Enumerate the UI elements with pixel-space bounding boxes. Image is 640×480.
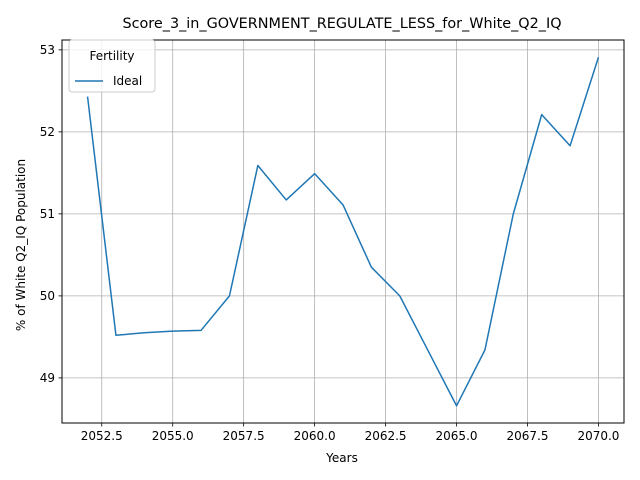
y-tick-label: 52 [40, 125, 55, 139]
y-axis-ticks: 49 50 51 52 53 [40, 43, 62, 385]
x-tick-label: 2062.5 [365, 429, 407, 443]
legend-title: Fertility [89, 49, 134, 63]
axes-frame [61, 39, 625, 424]
x-tick-label: 2065.0 [436, 429, 478, 443]
x-axis-label: Years [325, 451, 358, 465]
y-axis-label: % of White Q2_IQ Population [14, 159, 28, 331]
y-tick-label: 51 [40, 207, 55, 221]
plot-area [86, 56, 600, 407]
legend-label-ideal: Ideal [113, 74, 142, 88]
x-tick-label: 2055.0 [152, 429, 194, 443]
x-tick-label: 2057.5 [223, 429, 265, 443]
x-tick-label: 2070.0 [577, 429, 619, 443]
x-tick-label: 2052.5 [81, 429, 123, 443]
series-line-ideal [86, 56, 600, 407]
x-tick-label: 2067.5 [506, 429, 548, 443]
chart-title: Score_3_in_GOVERNMENT_REGULATE_LESS_for_… [122, 16, 561, 32]
x-tick-label: 2060.0 [294, 429, 336, 443]
x-axis-ticks: 2052.5 2055.0 2057.5 2060.0 2062.5 2065.0 2067… [81, 423, 619, 443]
y-tick-label: 49 [40, 371, 55, 385]
legend-box [68, 39, 156, 93]
legend: Fertility Ideal [68, 39, 156, 93]
y-tick-label: 50 [40, 289, 55, 303]
y-tick-label: 53 [40, 43, 55, 57]
